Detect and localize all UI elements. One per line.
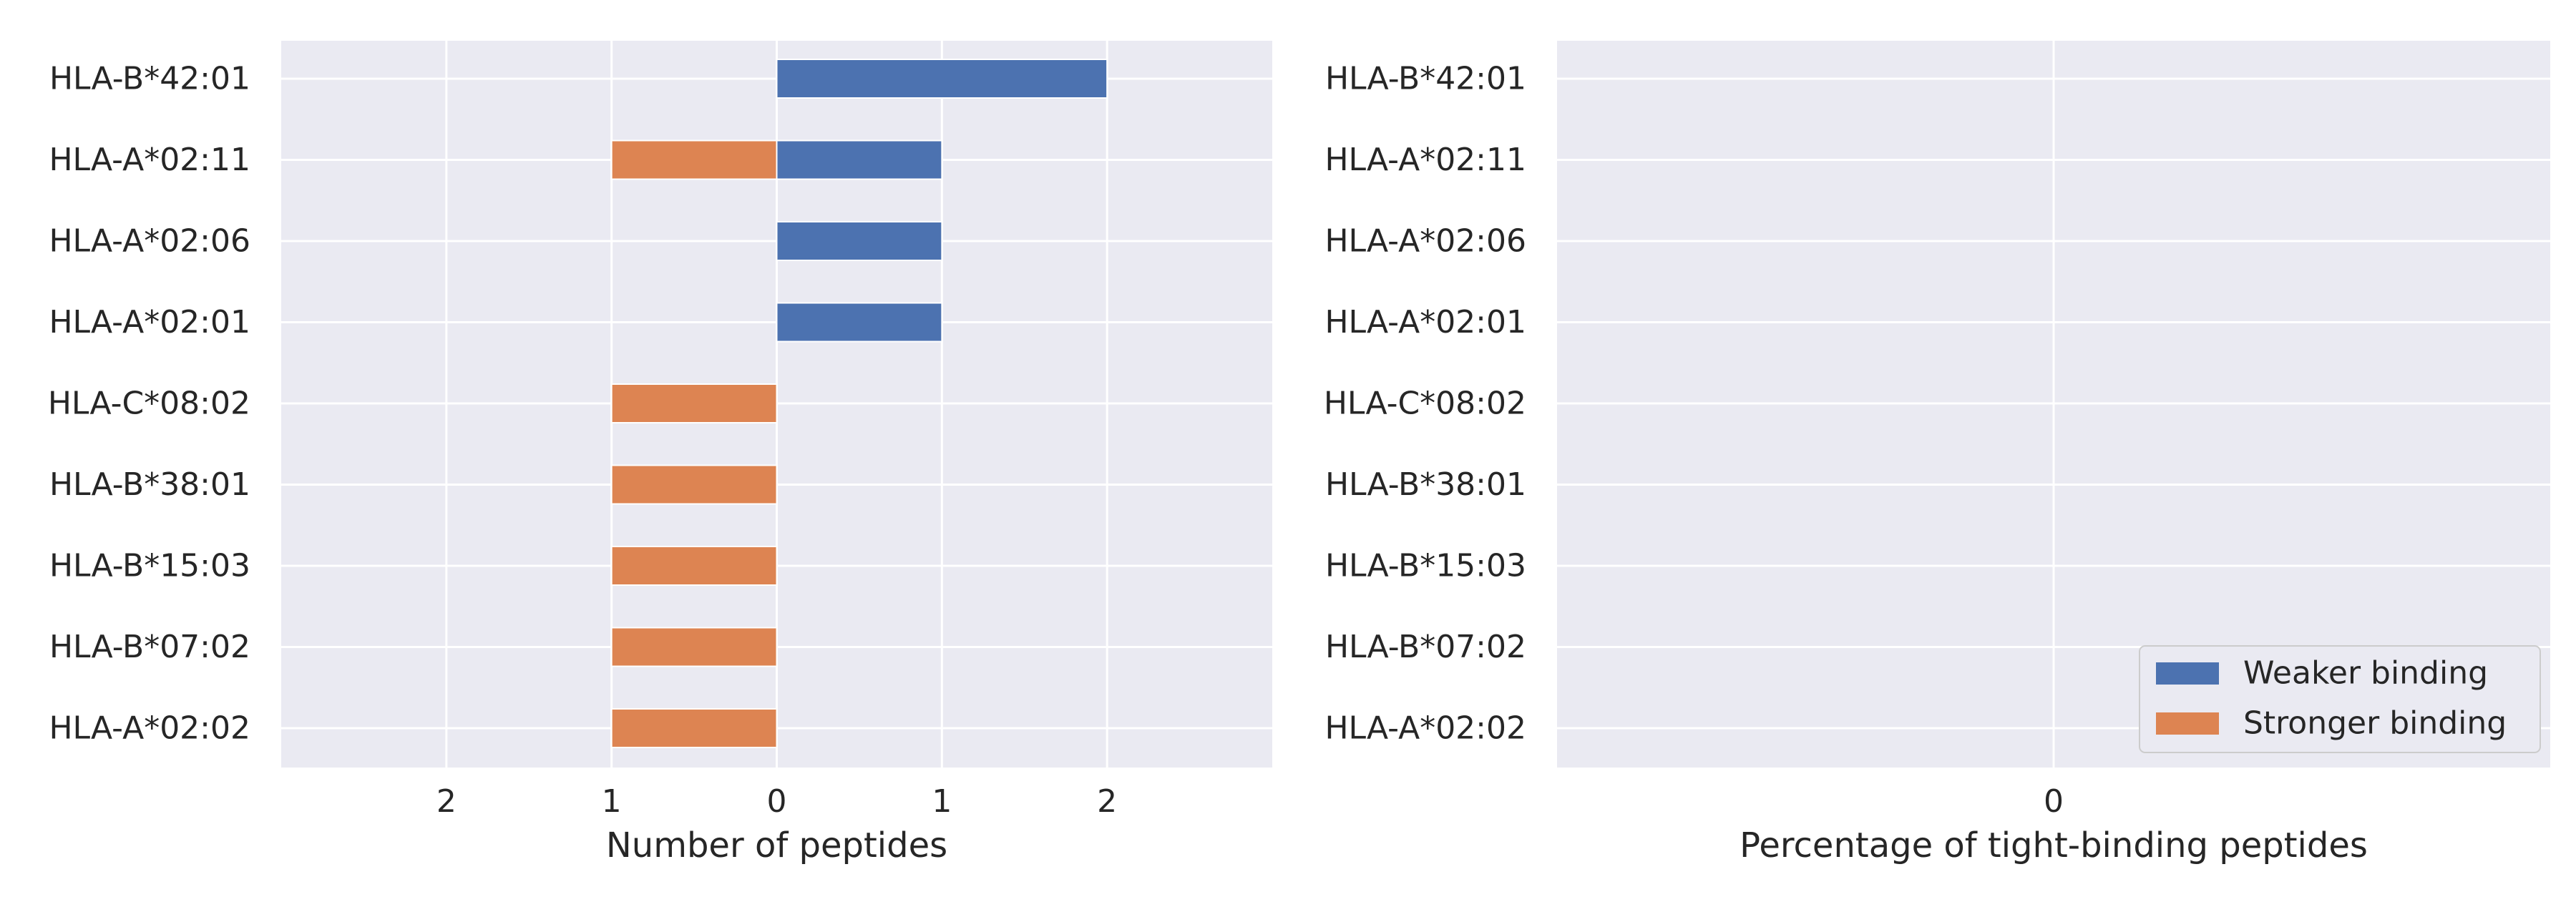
y-tick-label: HLA-B*07:02 (49, 629, 250, 665)
bar-stronger-binding-hla-c-08-02 (610, 383, 778, 423)
x-tick-label: 0 (767, 783, 787, 820)
y-tick-label: HLA-B*42:01 (49, 61, 250, 97)
bar-weaker-binding-hla-a-02-11 (776, 139, 943, 180)
x-axis-label: Number of peptides (606, 825, 947, 866)
y-tick-label: HLA-A*02:01 (1324, 304, 1526, 340)
y-tick-label: HLA-C*08:02 (1324, 386, 1526, 422)
bar-weaker-binding-hla-a-02-01 (776, 302, 943, 343)
x-tick-label: 2 (436, 783, 457, 820)
y-tick-label: HLA-B*15:03 (49, 548, 250, 584)
y-tick-label: HLA-A*02:06 (1324, 223, 1526, 260)
y-tick-label: HLA-A*02:11 (49, 142, 250, 178)
y-tick-label: HLA-B*07:02 (1325, 629, 1526, 665)
y-tick-label: HLA-A*02:02 (1324, 710, 1526, 747)
y-tick-label: HLA-A*02:11 (1324, 142, 1526, 178)
bar-weaker-binding-hla-b-42-01 (776, 59, 1108, 99)
bar-stronger-binding-hla-a-02-02 (610, 708, 778, 748)
y-tick-label: HLA-B*15:03 (1325, 548, 1526, 584)
x-tick-label: 1 (602, 783, 622, 820)
y-tick-label: HLA-B*42:01 (1325, 61, 1526, 97)
y-tick-label: HLA-B*38:01 (1325, 466, 1526, 503)
y-tick-label: HLA-A*02:02 (49, 710, 250, 747)
x-axis-label: Percentage of tight-binding peptides (1740, 825, 2368, 866)
right-panel: HLA-B*42:01 HLA-A*02:11 HLA-A*02:06 HLA-A*0… (1324, 41, 2550, 866)
x-tick-label: 0 (2044, 783, 2064, 820)
legend-swatch-stronger-binding (2156, 712, 2219, 735)
legend-label: Weaker binding (2243, 655, 2488, 692)
x-tick-label: 2 (1097, 783, 1117, 820)
bar-stronger-binding-hla-b-07-02 (610, 627, 778, 667)
y-tick-label: HLA-A*02:06 (49, 223, 250, 260)
x-tick-label: 1 (932, 783, 952, 820)
bar-weaker-binding-hla-a-02-06 (776, 221, 943, 261)
legend-label: Stronger binding (2243, 705, 2507, 742)
legend-swatch-weaker-binding (2156, 662, 2219, 685)
left-panel: HLA-B*42:01 HLA-A*02:11 HLA-A*02:06 HLA-A*0… (48, 41, 1272, 866)
bar-stronger-binding-hla-a-02-11 (610, 139, 778, 180)
y-tick-label: HLA-B*38:01 (49, 466, 250, 503)
bar-stronger-binding-hla-b-38-01 (610, 464, 778, 505)
legend-box (2139, 645, 2541, 753)
bar-stronger-binding-hla-b-15-03 (610, 546, 778, 586)
y-tick-label: HLA-C*08:02 (48, 386, 250, 422)
legend: Weaker binding Stronger binding (2139, 645, 2541, 753)
y-tick-label: HLA-A*02:01 (49, 304, 250, 340)
